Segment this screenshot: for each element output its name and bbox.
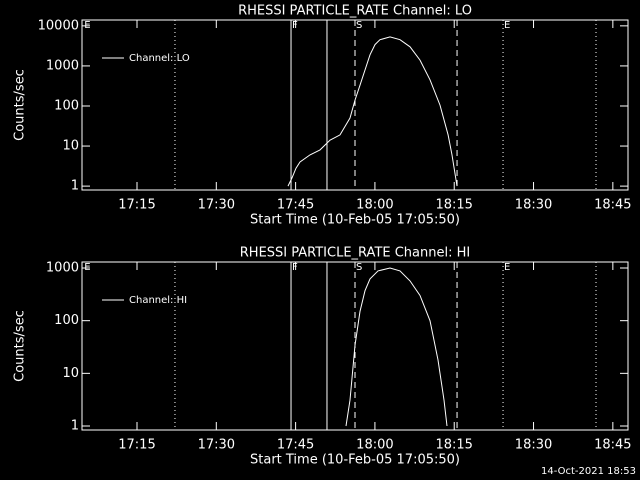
x-tick-label: 18:30 [515, 198, 552, 213]
data-line [287, 36, 458, 187]
event-label: F [292, 20, 298, 31]
x-axis-label: Start Time (10-Feb-05 17:05:50) [250, 213, 460, 228]
x-axis-label: Start Time (10-Feb-05 17:05:50) [250, 453, 460, 468]
y-tick-label: 100 [54, 313, 79, 328]
x-tick-label: 18:15 [435, 198, 472, 213]
y-tick-label: 1 [71, 179, 79, 194]
event-label: E [504, 262, 510, 273]
y-axis-label: Counts/sec [13, 310, 28, 382]
chart-title: RHESSI PARTICLE_RATE Channel: HI [240, 246, 470, 261]
x-tick-label: 17:15 [118, 438, 155, 453]
event-label: S [356, 20, 362, 31]
x-tick-label: 18:30 [515, 438, 552, 453]
data-line [345, 267, 448, 427]
chart-title: RHESSI PARTICLE_RATE Channel: LO [238, 4, 472, 19]
x-tick-label: 18:45 [594, 438, 631, 453]
x-tick-label: 18:00 [356, 198, 393, 213]
y-axis-label: Counts/sec [13, 69, 28, 141]
x-tick-label: 17:30 [198, 198, 235, 213]
x-tick-label: 18:45 [594, 198, 631, 213]
x-tick-label: 17:30 [198, 438, 235, 453]
y-tick-label: 1000 [46, 261, 79, 276]
y-tick-label: 10 [62, 139, 79, 154]
y-tick-label: 100 [54, 98, 79, 113]
event-label: E [84, 262, 90, 273]
legend-label: Channel: LO [129, 53, 190, 64]
event-label: E [504, 20, 510, 31]
footer: 14-Oct-2021 18:53 [541, 466, 636, 477]
event-label: E [84, 20, 90, 31]
event-label: F [292, 262, 298, 273]
x-tick-label: 18:00 [356, 438, 393, 453]
x-tick-label: 18:15 [435, 438, 472, 453]
y-tick-label: 1 [71, 419, 79, 434]
x-tick-label: 17:15 [118, 198, 155, 213]
x-tick-label: 17:45 [277, 198, 314, 213]
legend-label: Channel: HI [129, 295, 187, 306]
y-tick-label: 10 [62, 366, 79, 381]
y-tick-label: 10000 [38, 18, 79, 33]
x-tick-label: 17:45 [277, 438, 314, 453]
y-tick-label: 1000 [46, 58, 79, 73]
event-label: S [356, 262, 362, 273]
